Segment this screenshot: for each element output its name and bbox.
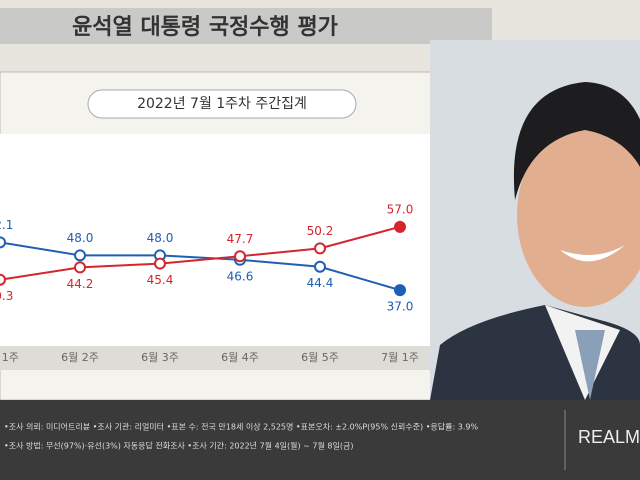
series-line	[0, 225, 401, 281]
data-point	[314, 260, 326, 273]
data-label: 57.0	[387, 202, 414, 216]
footer-text: •조사 의뢰: 미디어트리뷴 •조사 기관: 리얼미터 •표본 수: 전국 만1…	[4, 422, 478, 432]
x-tick-label: 6월 2주	[61, 351, 99, 364]
x-tick-label: 6월 1주	[0, 351, 19, 364]
chart-subtitle: 2022년 7월 1주차 주간집계	[137, 96, 307, 112]
subtitle-box	[87, 89, 357, 119]
data-label: 44.4	[307, 276, 334, 290]
x-tick-label: 6월 3주	[141, 351, 179, 364]
footer-text: •조사 방법: 무선(97%)·유선(3%) 자동응답 전화조사 •조사 기간:…	[4, 441, 353, 451]
chart-title: 윤석열 대통령 국정수행 평가	[72, 15, 338, 40]
data-point	[234, 250, 246, 263]
x-axis-band	[0, 346, 490, 370]
data-label: 45.4	[147, 273, 174, 287]
logo: REALMETER	[578, 427, 640, 447]
data-point	[0, 273, 6, 286]
data-label: 37.0	[387, 300, 414, 314]
data-point	[74, 261, 86, 274]
plot-area	[0, 134, 490, 346]
data-label: 50.2	[307, 224, 334, 238]
data-point	[394, 220, 406, 233]
series-line	[0, 241, 401, 292]
data-label: 40.3	[0, 289, 13, 303]
data-point	[154, 257, 166, 270]
footer-band	[0, 400, 640, 480]
data-label: 47.7	[227, 232, 254, 246]
x-tick-label: 6월 5주	[301, 351, 339, 364]
data-label: 48.0	[147, 231, 174, 245]
data-label: 46.6	[227, 269, 254, 283]
data-point	[0, 236, 6, 249]
data-label: 48.0	[67, 231, 94, 245]
title-band	[0, 8, 492, 44]
data-label: 44.2	[67, 277, 94, 291]
x-tick-label: 7월 1주	[381, 351, 419, 364]
x-tick-label: 6월 4주	[221, 351, 259, 364]
data-label: 52.1	[0, 218, 13, 232]
data-point	[74, 249, 86, 262]
data-point	[314, 242, 326, 255]
portrait	[430, 40, 640, 400]
data-point	[394, 284, 406, 297]
